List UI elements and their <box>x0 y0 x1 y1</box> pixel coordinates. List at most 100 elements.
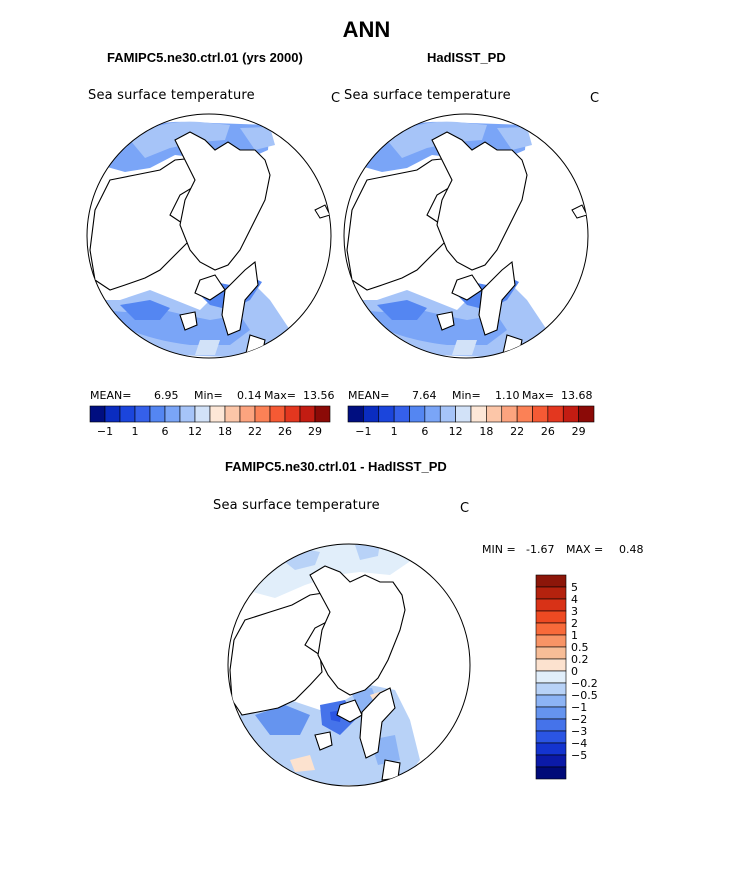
colorbar-diff-swatch <box>535 634 567 648</box>
colorbar-diff-swatch <box>535 574 567 588</box>
colorbar-panel2-swatch <box>439 405 456 423</box>
colorbar-panel1-tick-label: 18 <box>218 425 232 438</box>
colorbar-panel1-swatch <box>209 405 226 423</box>
colorbar-panel1-swatch <box>224 405 241 423</box>
colorbar-panel2-swatch <box>393 405 410 423</box>
colorbar-panel2: −1 1 6 12 18 22 26 29 <box>347 405 595 438</box>
colorbar-panel1-swatch <box>314 405 331 423</box>
colorbar-panel2-swatch <box>347 405 364 423</box>
colorbar-diff-tick-label: 0.5 <box>571 641 589 654</box>
colorbar-panel2-swatch <box>547 405 564 423</box>
colorbar-diff-tick-label: −5 <box>571 749 587 762</box>
panel2-mean-label: MEAN= <box>348 389 390 402</box>
colorbar-diff-swatch <box>535 622 567 636</box>
colorbar-panel1-swatch <box>299 405 316 423</box>
colorbar-panel1-tick-label: −1 <box>97 425 113 438</box>
colorbar-panel2-swatch <box>455 405 472 423</box>
panel3-variable-label: Sea surface temperature <box>213 498 380 513</box>
colorbar-panel2-swatch <box>501 405 518 423</box>
panel1-coastlines <box>89 131 331 358</box>
colorbar-panel1-swatch <box>179 405 196 423</box>
panel1-min-label: Min= <box>194 389 223 402</box>
colorbar-diff-tick-label: −2 <box>571 713 587 726</box>
panel3-max-label: MAX = <box>566 543 604 556</box>
panel1-min-value: 0.14 <box>237 389 262 402</box>
page-title: ANN <box>342 17 391 42</box>
colorbar-diff-swatch <box>535 646 567 660</box>
colorbar-panel1-tick-label: 26 <box>278 425 292 438</box>
colorbar-diff-swatch <box>535 598 567 612</box>
colorbar-diff-tick-label: 4 <box>571 593 578 606</box>
colorbar-diff-swatch <box>535 658 567 672</box>
panel1-title: FAMIPC5.ne30.ctrl.01 (yrs 2000) <box>107 50 303 65</box>
colorbar-diff-swatch <box>535 718 567 732</box>
colorbar-panel1-tick-label: 29 <box>308 425 322 438</box>
panel2-mean-value: 7.64 <box>412 389 437 402</box>
colorbar-diff-tick-label: −3 <box>571 725 587 738</box>
colorbar-panel1-swatch <box>164 405 181 423</box>
colorbar-panel2-swatch <box>516 405 533 423</box>
colorbar-panel1-swatch <box>104 405 121 423</box>
panel2-variable-label: Sea surface temperature <box>344 88 511 103</box>
colorbar-panel2-tick-label: 29 <box>572 425 586 438</box>
colorbar-panel1-swatch <box>284 405 301 423</box>
colorbar-panel2-swatch <box>578 405 595 423</box>
colorbar-diff-swatch <box>535 766 567 780</box>
panel2-max-label: Max= <box>522 389 554 402</box>
colorbar-panel2-swatch <box>470 405 487 423</box>
panel3-title: FAMIPC5.ne30.ctrl.01 - HadISST_PD <box>225 459 447 474</box>
colorbar-panel2-tick-label: −1 <box>355 425 371 438</box>
colorbar-panel2-swatch <box>363 405 380 423</box>
panel2-map <box>343 113 589 359</box>
panel2-coastlines <box>346 131 588 358</box>
colorbar-panel2-tick-label: 18 <box>479 425 493 438</box>
colorbar-diff-tick-label: −4 <box>571 737 587 750</box>
panel2-min-label: Min= <box>452 389 481 402</box>
colorbar-panel2-tick-label: 1 <box>391 425 398 438</box>
colorbar-panel2-tick-label: 26 <box>541 425 555 438</box>
colorbar-diff-tick-label: −0.2 <box>571 677 598 690</box>
colorbar-diff-swatch <box>535 694 567 708</box>
panel2-units: C <box>590 91 600 106</box>
colorbar-panel1-tick-label: 1 <box>132 425 139 438</box>
panel1-max-label: Max= <box>264 389 296 402</box>
panel1-units: C <box>331 91 341 106</box>
colorbar-diff-swatch <box>535 586 567 600</box>
colorbar-panel1-swatch <box>239 405 256 423</box>
colorbar-panel2-swatch <box>532 405 549 423</box>
panel3-map <box>227 543 471 787</box>
colorbar-panel1: −1 1 6 12 18 22 26 29 <box>89 405 331 438</box>
panel1-max-value: 13.56 <box>303 389 335 402</box>
colorbar-diff-tick-label: −1 <box>571 701 587 714</box>
panel2-title: HadISST_PD <box>427 50 506 65</box>
colorbar-diff-swatch <box>535 730 567 744</box>
colorbar-panel1-tick-label: 6 <box>162 425 169 438</box>
panel1-mean-label: MEAN= <box>90 389 132 402</box>
panel3-units: C <box>460 501 470 516</box>
colorbar-panel1-swatch <box>149 405 166 423</box>
colorbar-diff-tick-label: 0.2 <box>571 653 589 666</box>
colorbar-panel2-tick-label: 22 <box>510 425 524 438</box>
colorbar-panel2-swatch <box>486 405 503 423</box>
panel1-mean-value: 6.95 <box>154 389 179 402</box>
panel1-map <box>86 113 332 359</box>
colorbar-diff-tick-label: 2 <box>571 617 578 630</box>
colorbar-diff-swatch <box>535 610 567 624</box>
colorbar-panel1-swatch <box>254 405 271 423</box>
colorbar-panel1-swatch <box>119 405 136 423</box>
colorbar-diff-tick-label: 3 <box>571 605 578 618</box>
colorbar-panel2-tick-label: 6 <box>421 425 428 438</box>
colorbar-panel1-swatch <box>269 405 286 423</box>
colorbar-panel1-tick-label: 22 <box>248 425 262 438</box>
panel3-min-value: -1.67 <box>526 543 555 556</box>
colorbar-panel2-swatch <box>378 405 395 423</box>
colorbar-panel1-swatch <box>89 405 106 423</box>
colorbar-panel1-tick-label: 12 <box>188 425 202 438</box>
colorbar-diff-swatch <box>535 670 567 684</box>
colorbar-diff-tick-label: 5 <box>571 581 578 594</box>
colorbar-panel1-swatch <box>194 405 211 423</box>
colorbar-diff-tick-label: 0 <box>571 665 578 678</box>
panel3-coastlines <box>229 565 406 781</box>
